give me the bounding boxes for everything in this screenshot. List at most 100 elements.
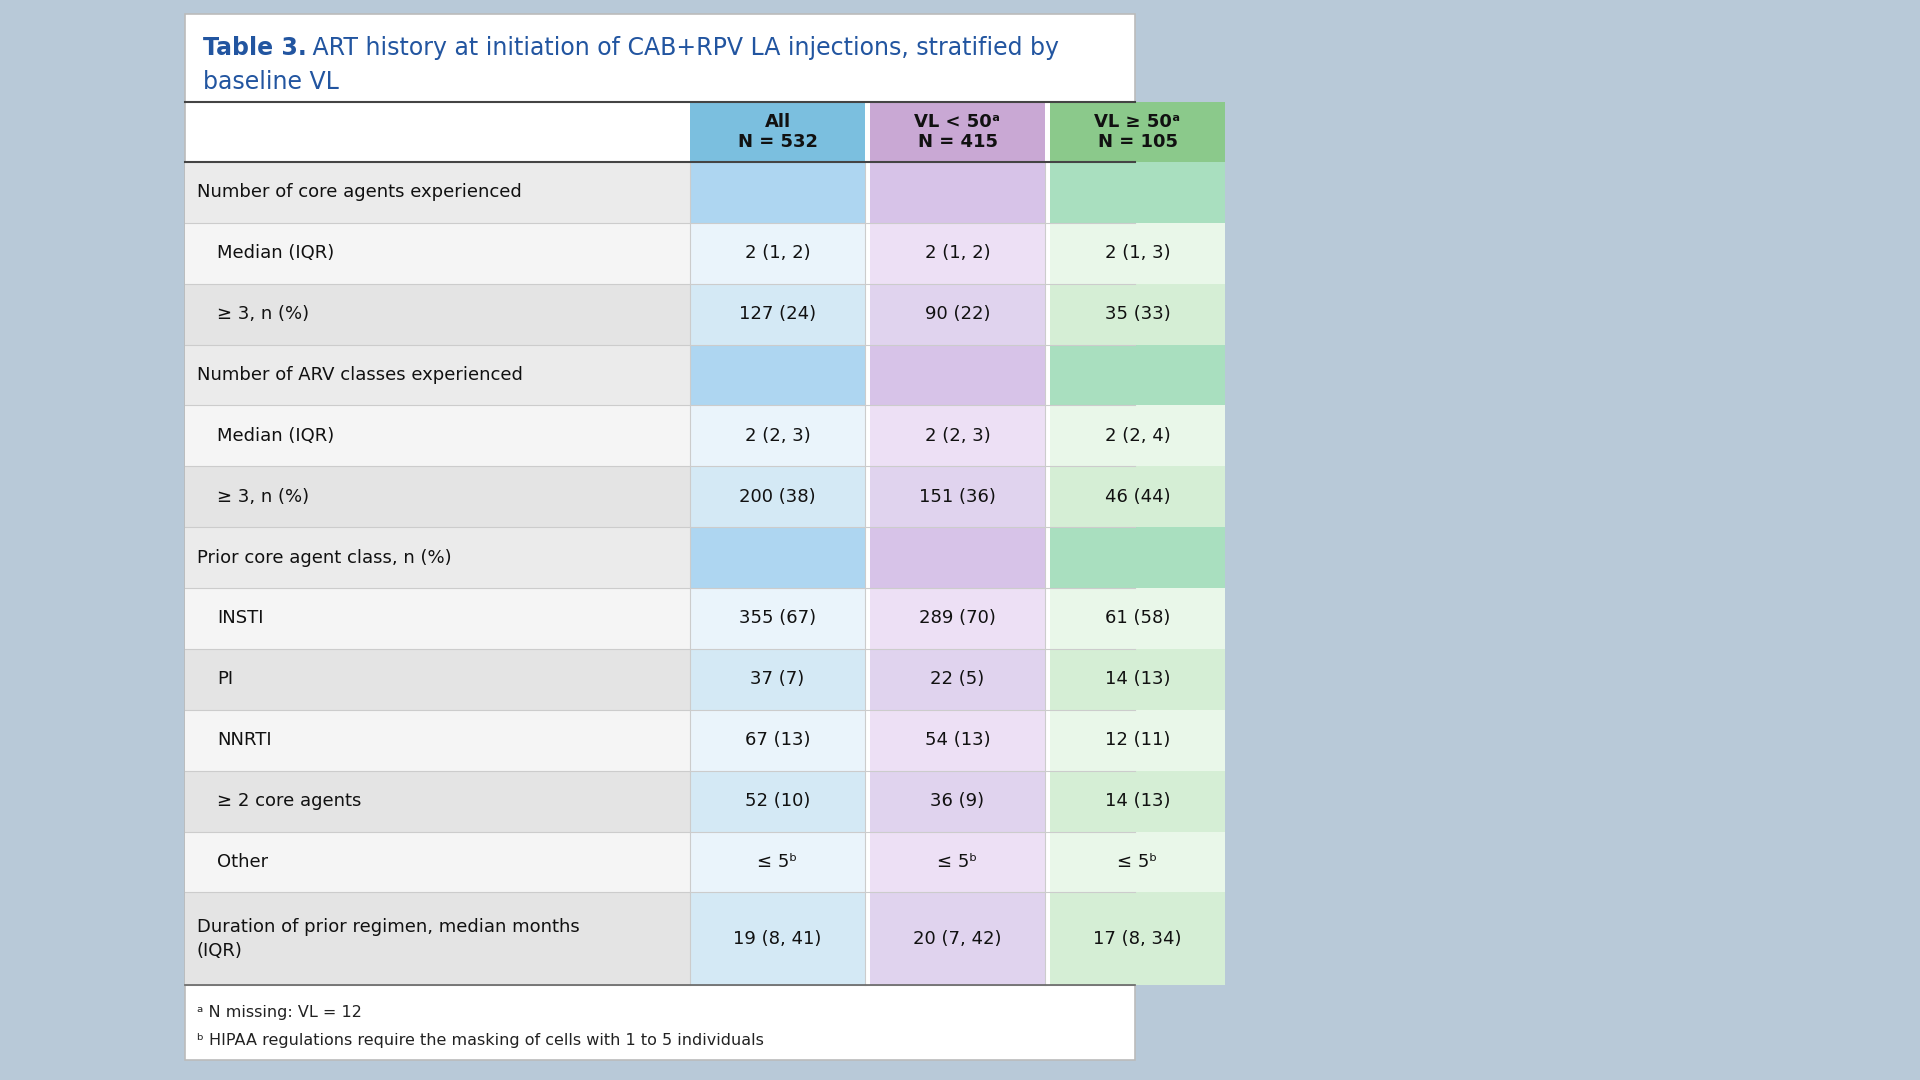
Text: 2 (1, 3): 2 (1, 3)	[1104, 244, 1171, 262]
Text: 2 (1, 2): 2 (1, 2)	[745, 244, 810, 262]
Bar	[184, 527, 689, 588]
Bar	[184, 222, 689, 284]
Bar	[184, 710, 689, 771]
Text: 355 (67): 355 (67)	[739, 609, 816, 627]
Bar	[870, 710, 1044, 771]
Text: Table 3.: Table 3.	[204, 36, 307, 60]
Text: 36 (9): 36 (9)	[931, 792, 985, 810]
Bar	[184, 649, 689, 710]
Bar	[689, 527, 866, 588]
Bar	[689, 710, 866, 771]
Text: 19 (8, 41): 19 (8, 41)	[733, 930, 822, 947]
Text: 289 (70): 289 (70)	[920, 609, 996, 627]
Bar	[1050, 832, 1225, 892]
Bar	[1050, 405, 1225, 467]
Bar	[689, 467, 866, 527]
Bar	[870, 892, 1044, 985]
Bar	[184, 892, 689, 985]
Bar	[870, 467, 1044, 527]
Bar	[689, 222, 866, 284]
Text: 37 (7): 37 (7)	[751, 671, 804, 688]
Bar	[184, 405, 689, 467]
Text: ≤ 5ᵇ: ≤ 5ᵇ	[937, 853, 977, 870]
Bar	[1050, 892, 1225, 985]
Bar	[1050, 710, 1225, 771]
Text: 54 (13): 54 (13)	[925, 731, 991, 750]
Bar	[184, 832, 689, 892]
Text: ≤ 5ᵇ: ≤ 5ᵇ	[756, 853, 797, 870]
Text: ᵃ N missing: VL = 12: ᵃ N missing: VL = 12	[198, 1005, 361, 1020]
Bar	[870, 284, 1044, 345]
Text: 46 (44): 46 (44)	[1104, 488, 1171, 505]
Text: 127 (24): 127 (24)	[739, 306, 816, 323]
Text: ≤ 5ᵇ: ≤ 5ᵇ	[1117, 853, 1158, 870]
Bar	[870, 832, 1044, 892]
Text: 35 (33): 35 (33)	[1104, 306, 1171, 323]
Bar	[689, 162, 866, 222]
Text: 61 (58): 61 (58)	[1104, 609, 1169, 627]
Bar	[870, 345, 1044, 405]
Bar	[1050, 222, 1225, 284]
Text: Median (IQR): Median (IQR)	[217, 244, 334, 262]
Text: ≥ 3, n (%): ≥ 3, n (%)	[217, 488, 309, 505]
Text: All: All	[764, 113, 791, 131]
Text: ≥ 3, n (%): ≥ 3, n (%)	[217, 306, 309, 323]
Bar	[870, 405, 1044, 467]
Text: 52 (10): 52 (10)	[745, 792, 810, 810]
Text: ᵇ HIPAA regulations require the masking of cells with 1 to 5 individuals: ᵇ HIPAA regulations require the masking …	[198, 1032, 764, 1048]
Text: 151 (36): 151 (36)	[920, 488, 996, 505]
Bar	[184, 162, 689, 222]
Bar	[689, 892, 866, 985]
Text: Number of ARV classes experienced: Number of ARV classes experienced	[198, 366, 522, 384]
Bar	[1050, 102, 1225, 162]
Text: Number of core agents experienced: Number of core agents experienced	[198, 184, 522, 202]
Text: baseline VL: baseline VL	[204, 70, 338, 94]
Text: 14 (13): 14 (13)	[1104, 671, 1171, 688]
Text: PI: PI	[217, 671, 232, 688]
Text: 14 (13): 14 (13)	[1104, 792, 1171, 810]
Text: NNRTI: NNRTI	[217, 731, 271, 750]
Bar	[689, 284, 866, 345]
Text: 20 (7, 42): 20 (7, 42)	[914, 930, 1002, 947]
Bar	[870, 649, 1044, 710]
Bar	[689, 771, 866, 832]
Text: 200 (38): 200 (38)	[739, 488, 816, 505]
Bar	[870, 222, 1044, 284]
Text: ≥ 2 core agents: ≥ 2 core agents	[217, 792, 361, 810]
Bar	[870, 527, 1044, 588]
Text: 2 (2, 4): 2 (2, 4)	[1104, 427, 1171, 445]
Text: INSTI: INSTI	[217, 609, 263, 627]
Bar	[184, 771, 689, 832]
Text: 12 (11): 12 (11)	[1104, 731, 1169, 750]
Bar	[1050, 771, 1225, 832]
Bar	[870, 102, 1044, 162]
Text: N = 105: N = 105	[1098, 133, 1177, 151]
Bar	[184, 345, 689, 405]
Text: VL < 50ᵃ: VL < 50ᵃ	[914, 113, 1000, 131]
Bar	[1050, 649, 1225, 710]
Bar	[1050, 284, 1225, 345]
Text: 2 (2, 3): 2 (2, 3)	[925, 427, 991, 445]
Text: Other: Other	[217, 853, 269, 870]
Bar	[689, 588, 866, 649]
Bar	[689, 649, 866, 710]
Text: ART history at initiation of CAB+RPV LA injections, stratified by: ART history at initiation of CAB+RPV LA …	[305, 36, 1060, 60]
Bar	[1050, 527, 1225, 588]
Text: 17 (8, 34): 17 (8, 34)	[1092, 930, 1181, 947]
Bar	[184, 284, 689, 345]
Text: 2 (1, 2): 2 (1, 2)	[925, 244, 991, 262]
Text: Duration of prior regimen, median months: Duration of prior regimen, median months	[198, 918, 580, 935]
Bar	[184, 467, 689, 527]
Text: N = 415: N = 415	[918, 133, 998, 151]
Bar	[870, 162, 1044, 222]
Bar	[184, 14, 1135, 1059]
Bar	[870, 771, 1044, 832]
Bar	[689, 832, 866, 892]
Text: 2 (2, 3): 2 (2, 3)	[745, 427, 810, 445]
Text: Median (IQR): Median (IQR)	[217, 427, 334, 445]
Bar	[870, 588, 1044, 649]
Text: VL ≥ 50ᵃ: VL ≥ 50ᵃ	[1094, 113, 1181, 131]
Text: 67 (13): 67 (13)	[745, 731, 810, 750]
Text: 90 (22): 90 (22)	[925, 306, 991, 323]
Text: Prior core agent class, n (%): Prior core agent class, n (%)	[198, 549, 451, 567]
